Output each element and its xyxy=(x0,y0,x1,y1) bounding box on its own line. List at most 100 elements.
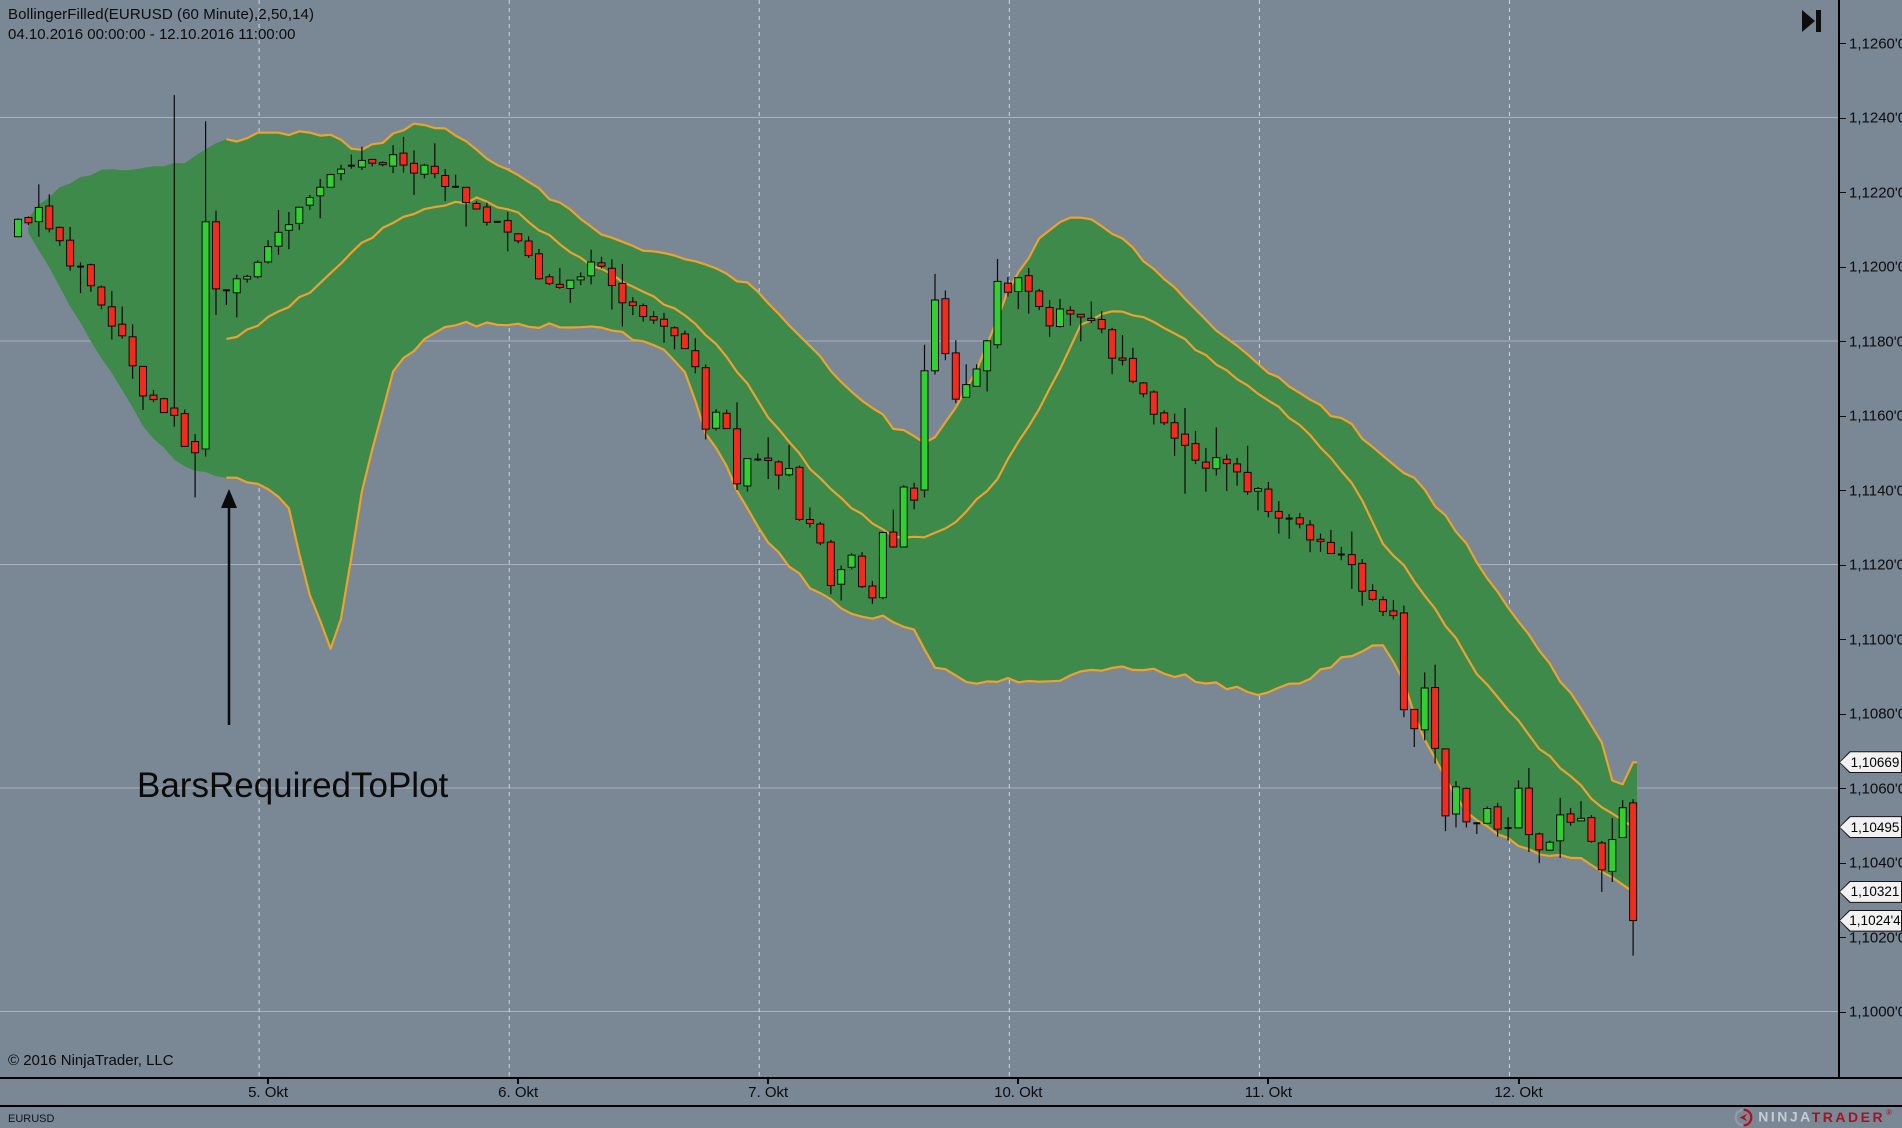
candle xyxy=(587,249,596,285)
candle xyxy=(1139,382,1148,398)
date-tick-dash xyxy=(517,1078,520,1084)
candle xyxy=(1441,748,1450,832)
candle xyxy=(1264,482,1273,518)
candle-body xyxy=(1618,807,1627,839)
price-tick-dash xyxy=(1840,117,1846,119)
chart-header: BollingerFilled(EURUSD (60 Minute),2,50,… xyxy=(8,5,314,45)
price-tick-label: 1,1240'0 xyxy=(1849,109,1902,127)
candle xyxy=(274,210,283,255)
candle xyxy=(410,150,418,195)
date-tick-dash xyxy=(767,1078,770,1084)
candle-body xyxy=(628,301,637,306)
candle xyxy=(816,521,825,546)
candle xyxy=(670,326,679,350)
price-tick-label: 1,1200'0 xyxy=(1849,258,1902,276)
candle xyxy=(826,539,835,595)
candle xyxy=(1462,787,1471,828)
candle-body xyxy=(1024,275,1033,292)
price-tick-label: 1,1000'0 xyxy=(1849,1003,1902,1021)
candle xyxy=(1045,300,1054,337)
candle-body xyxy=(410,162,418,174)
date-tick-label: 11. Okt xyxy=(1244,1084,1293,1101)
price-axis[interactable]: 1,1260'0 1,1240'0 1,1220'0 1,1200'0 1,1180'0… xyxy=(1838,0,1902,1078)
price-axis-line xyxy=(1838,0,1840,1078)
candle xyxy=(712,409,721,431)
candle xyxy=(805,507,814,528)
candle-body xyxy=(1347,554,1356,566)
tab-instrument[interactable]: EURUSD xyxy=(8,1112,55,1125)
price-marker-middle-band: 1,10495 xyxy=(1839,816,1902,839)
candle-body xyxy=(1420,687,1429,731)
candle-body xyxy=(1556,814,1565,842)
candle-body xyxy=(837,569,846,585)
candle-body xyxy=(316,186,325,197)
candle-body xyxy=(430,165,439,175)
candle-body xyxy=(1535,833,1544,851)
candle-body xyxy=(191,441,200,454)
ninjatrader-logo: NINJATRADER® xyxy=(1734,1108,1892,1127)
candle-body xyxy=(212,221,220,290)
candle xyxy=(1295,513,1304,529)
chart-plot-area[interactable] xyxy=(0,0,1838,1078)
candle xyxy=(24,216,33,225)
candle xyxy=(1170,413,1179,456)
candle-body xyxy=(1243,471,1252,493)
candle-body xyxy=(1264,488,1273,513)
candle xyxy=(858,552,866,589)
logo-registered-mark: ® xyxy=(1886,1108,1892,1118)
candle-body xyxy=(868,585,877,599)
candle xyxy=(1514,780,1523,829)
candle xyxy=(1118,335,1127,366)
candle-body xyxy=(1566,813,1575,823)
price-tick-label: 1,1100'0 xyxy=(1849,631,1902,648)
candle xyxy=(482,202,491,226)
candle-doji xyxy=(452,185,460,188)
candle-body xyxy=(618,282,627,304)
candle-body xyxy=(889,531,898,548)
candle-body xyxy=(274,231,283,247)
candle-body xyxy=(962,384,971,398)
candle-body xyxy=(1003,282,1012,293)
candle xyxy=(993,259,1002,349)
candle xyxy=(284,212,293,250)
candle xyxy=(1274,501,1283,534)
time-axis[interactable]: 5. Okt 6. Okt 7. Okt 10. Okt 11. Okt 12. Okt xyxy=(0,1078,1902,1105)
candle xyxy=(66,226,75,271)
candle xyxy=(639,303,648,322)
candle xyxy=(347,154,355,169)
candle-body xyxy=(284,224,293,231)
candle-body xyxy=(899,486,908,548)
candle-body xyxy=(785,468,794,476)
candle-body xyxy=(1316,538,1325,542)
candle-body xyxy=(1462,787,1471,823)
date-tick-dash xyxy=(267,1078,270,1084)
candle-body xyxy=(701,367,710,430)
candle xyxy=(1399,605,1408,718)
candle-body xyxy=(1452,786,1460,815)
candle-body xyxy=(420,164,429,175)
candle xyxy=(441,169,450,202)
price-tick-label: 1,1060'0 xyxy=(1849,780,1902,797)
candle-body xyxy=(1014,277,1023,293)
candle xyxy=(774,460,783,490)
candle xyxy=(1108,327,1117,375)
price-tick-dash xyxy=(1840,788,1846,789)
candle xyxy=(1347,531,1356,589)
candle xyxy=(305,194,314,210)
candle xyxy=(983,339,992,392)
candle-doji xyxy=(754,458,762,461)
date-tick-label: 12. Okt xyxy=(1494,1084,1543,1101)
candle-body xyxy=(139,365,147,397)
candle xyxy=(524,236,533,258)
candle-body xyxy=(1399,612,1408,711)
candle xyxy=(566,279,575,303)
candle-body xyxy=(1524,787,1533,836)
candle-body xyxy=(357,159,366,168)
candle xyxy=(628,297,637,316)
candle xyxy=(1452,781,1460,828)
candle xyxy=(1368,584,1377,601)
candle-body xyxy=(1608,839,1617,872)
candle-body xyxy=(931,299,939,372)
go-to-end-icon[interactable] xyxy=(1801,8,1823,34)
candle-body xyxy=(1295,517,1304,525)
